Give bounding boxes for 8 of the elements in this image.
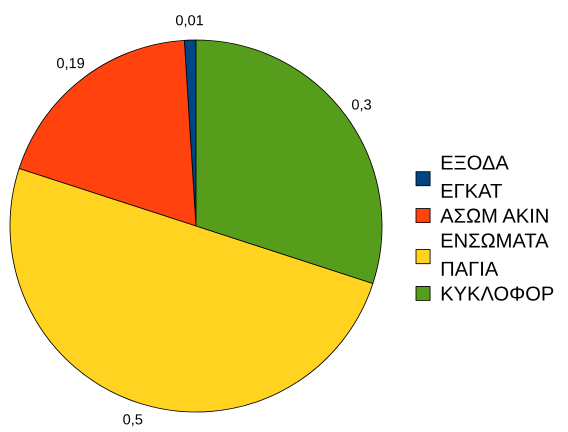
data-label: 0,5 <box>123 414 142 426</box>
legend-label: ΕΞΟΔΑ ΕΓΚΑΤ <box>442 155 509 198</box>
legend-label: ΕΝΣΩΜΑΤΑ ΠΑΓΙΑ <box>442 233 549 276</box>
legend-label: ΑΣΩΜ ΑΚΙΝ <box>440 208 548 223</box>
data-label: 0,01 <box>176 15 204 28</box>
data-label: 0,19 <box>56 58 84 70</box>
legend-label: ΚΥΚΛΟΦΟΡ <box>442 286 554 301</box>
data-label: 0,3 <box>352 99 372 112</box>
